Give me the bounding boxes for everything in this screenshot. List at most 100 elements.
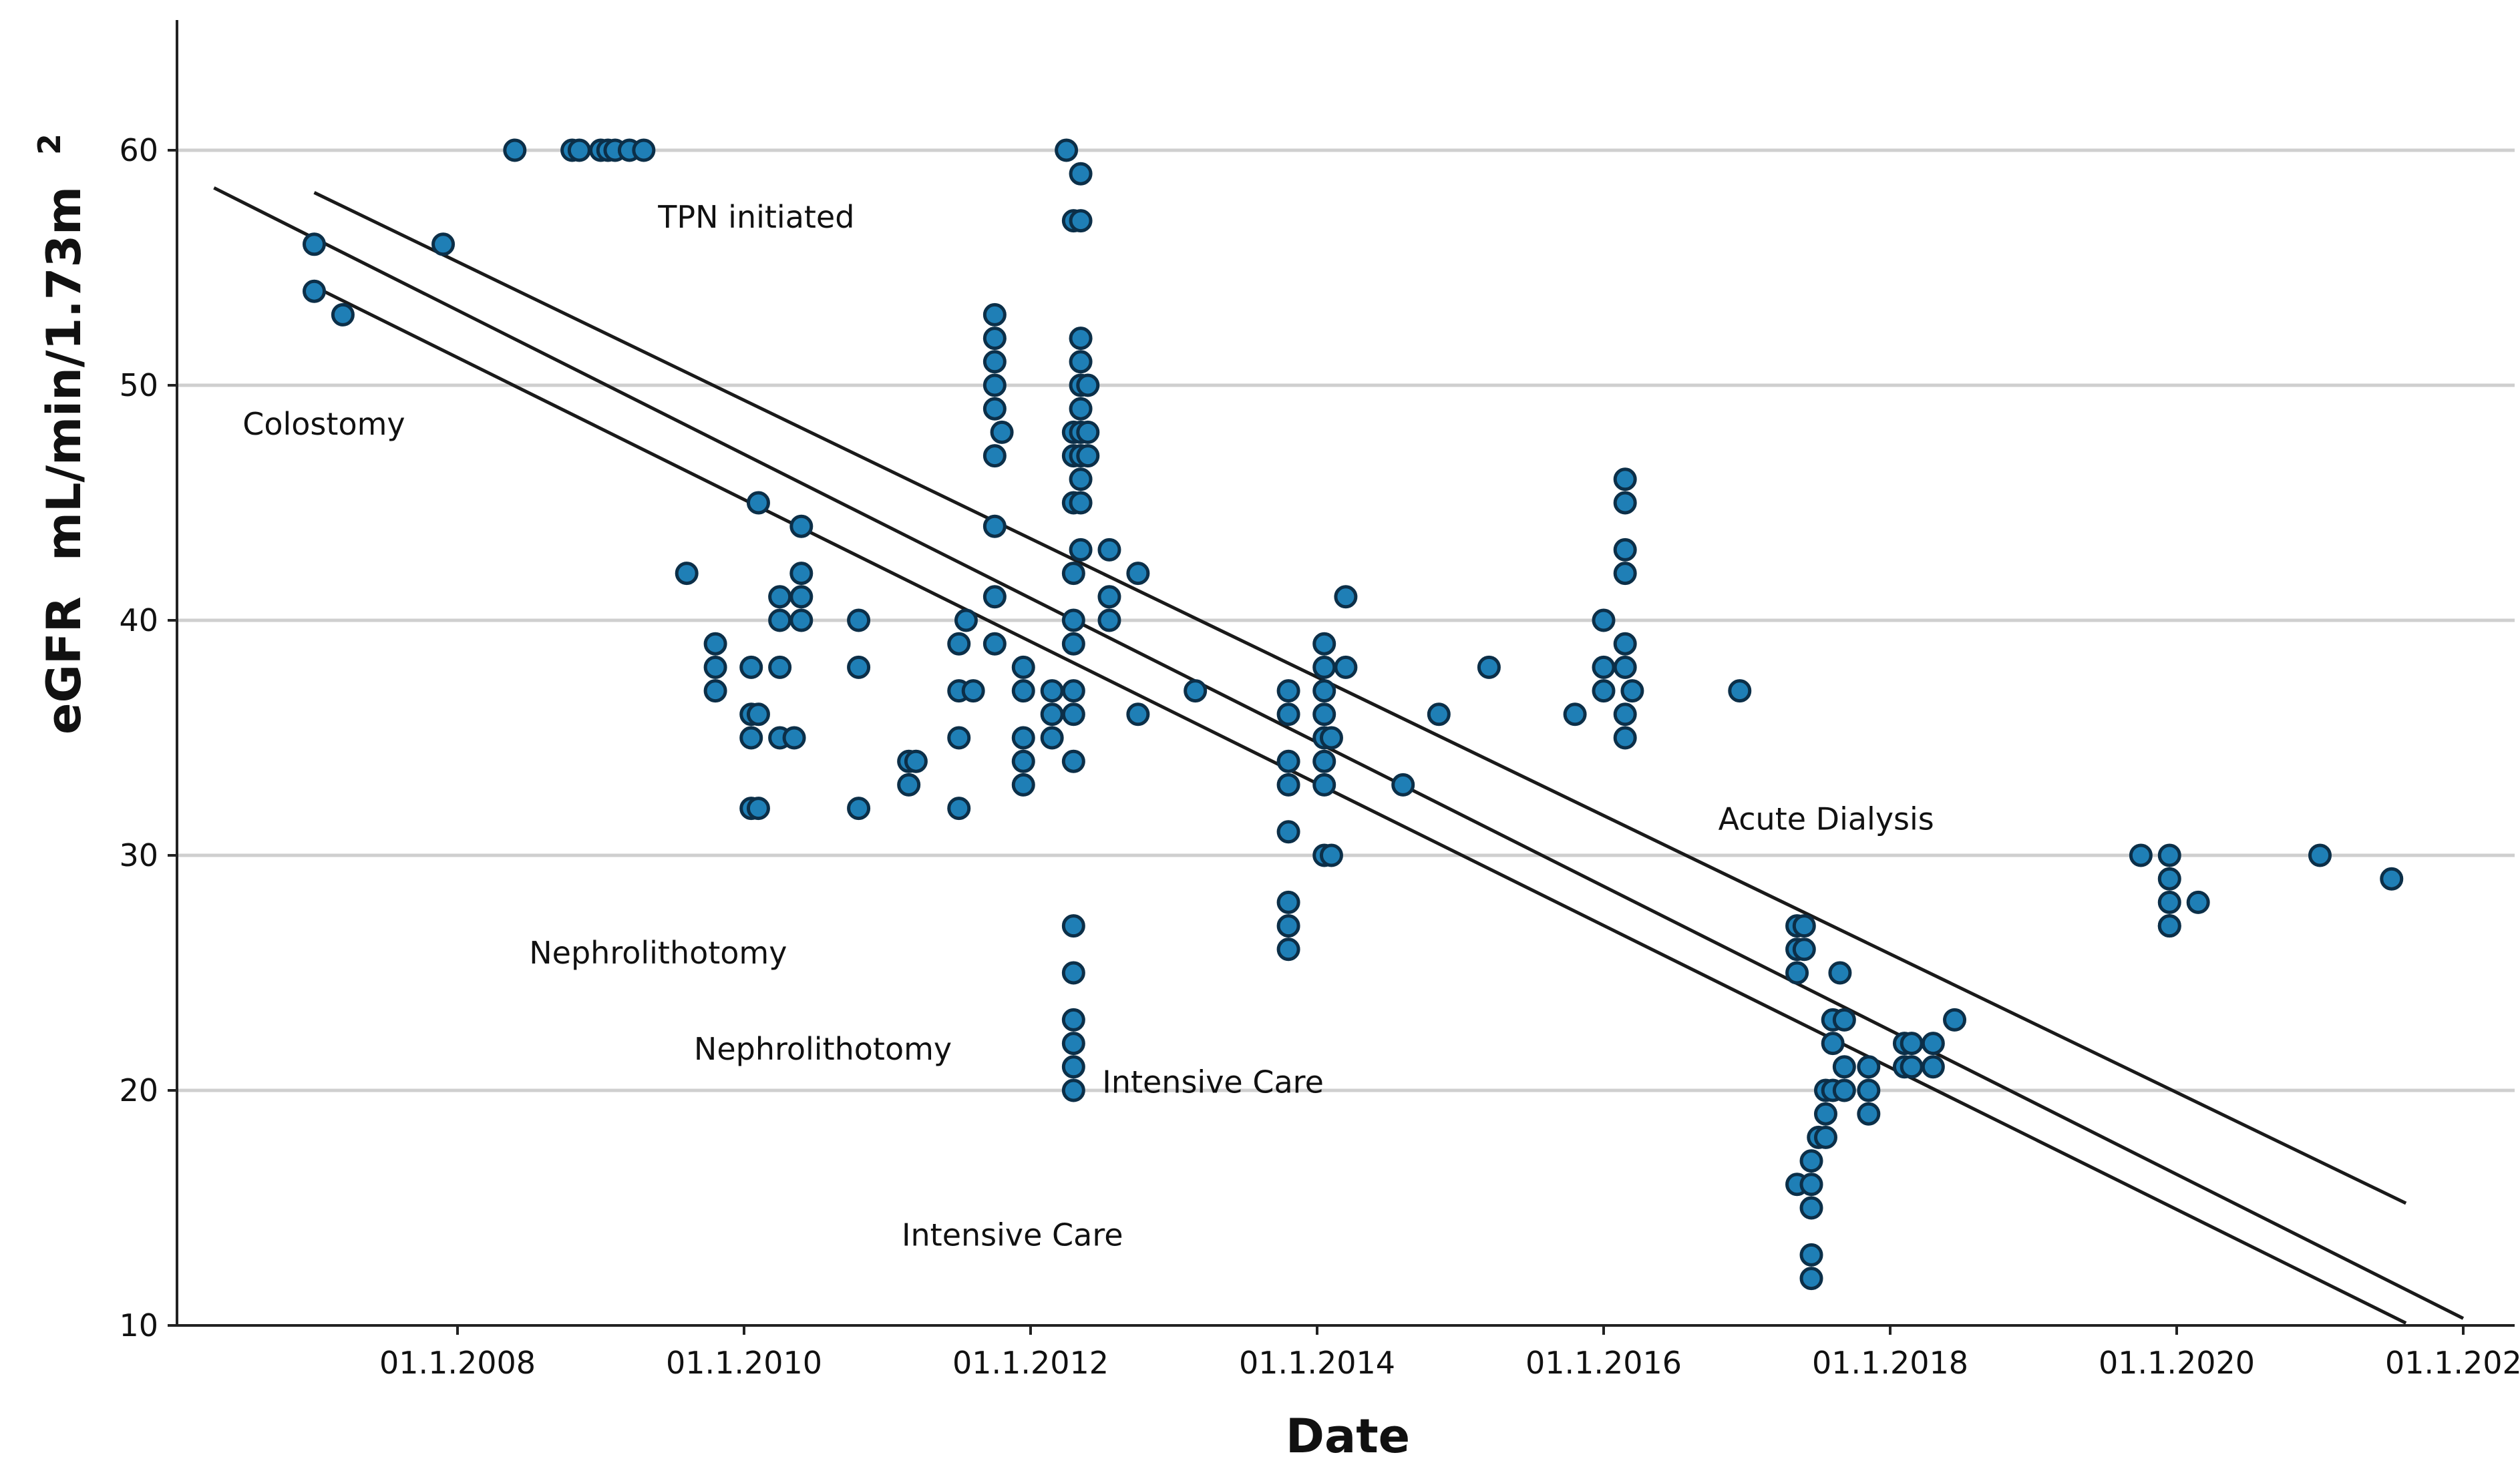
x-tick-label: 01.1.2018: [1812, 1345, 1968, 1381]
data-point: [2157, 843, 2181, 867]
data-point: [675, 562, 699, 586]
x-tick-label: 01.1.2008: [379, 1345, 536, 1381]
data-point: [1312, 655, 1336, 679]
data-point: [1620, 679, 1644, 703]
data-point: [1312, 773, 1336, 797]
data-point: [1563, 702, 1587, 726]
gridlines: [177, 148, 2515, 1092]
data-point: [1055, 138, 1079, 162]
data-point: [1427, 702, 1451, 726]
data-point: [1785, 961, 1809, 985]
data-point: [1069, 467, 1093, 491]
data-point: [1040, 679, 1064, 703]
data-point: [1592, 608, 1616, 632]
data-point: [1097, 585, 1121, 609]
data-point: [1076, 420, 1100, 444]
data-point: [746, 491, 770, 515]
y-tick-label: 10: [119, 1307, 158, 1343]
data-point: [1613, 538, 1637, 562]
data-point: [1069, 397, 1093, 421]
data-point: [1011, 726, 1035, 750]
data-point: [746, 797, 770, 821]
data-point: [503, 138, 527, 162]
data-point: [990, 420, 1014, 444]
y-tick-label: 60: [119, 132, 158, 168]
data-point: [1857, 1102, 1881, 1126]
data-point: [1011, 655, 1035, 679]
data-point: [768, 655, 792, 679]
data-point: [1276, 937, 1300, 962]
data-point: [768, 608, 792, 632]
data-point: [789, 608, 814, 632]
data-point: [1097, 608, 1121, 632]
regression-line-fit: [213, 186, 2465, 1320]
data-point: [2157, 890, 2181, 914]
event-annotations: Colostomy TPN initiated Nephrolithotomy Nep…: [242, 199, 1934, 1253]
y-tick-label: 30: [119, 837, 158, 873]
data-point: [1813, 1102, 1837, 1126]
data-point: [789, 562, 814, 586]
data-point: [1097, 538, 1121, 562]
axes: [176, 20, 2515, 1327]
data-point: [982, 327, 1007, 351]
data-point: [982, 514, 1007, 538]
data-point: [1813, 1125, 1837, 1149]
data-point: [1921, 1055, 1945, 1079]
data-point: [768, 585, 792, 609]
annotation-label: Nephrolithotomy: [694, 1031, 952, 1067]
data-point: [904, 749, 928, 773]
regression-line-upper: [313, 191, 2407, 1205]
data-point: [1069, 350, 1093, 374]
x-tick-label: 01.1.2012: [952, 1345, 1109, 1381]
data-point: [2157, 867, 2181, 891]
data-point: [1857, 1078, 1881, 1102]
data-point: [1319, 726, 1343, 750]
data-point: [1613, 632, 1637, 656]
data-point: [1799, 1243, 1823, 1267]
x-tick-label: 01.1.2022: [2385, 1345, 2520, 1381]
data-point: [1061, 914, 1085, 938]
data-point: [1069, 491, 1093, 515]
data-points: [303, 138, 2404, 1291]
data-point: [303, 279, 326, 303]
data-point: [1334, 585, 1358, 609]
data-point: [1799, 1196, 1823, 1220]
data-point: [632, 138, 656, 162]
data-point: [2157, 914, 2181, 938]
data-point: [1792, 937, 1816, 962]
y-axis-title-units: mL/min/1.73m: [37, 186, 92, 561]
y-axis-title: eGFR mL/min/1.73m 2: [31, 134, 92, 734]
x-tick-label: 01.1.2016: [1525, 1345, 1682, 1381]
data-point: [703, 632, 727, 656]
data-point: [1613, 702, 1637, 726]
data-point: [1592, 655, 1616, 679]
data-point: [1799, 1149, 1823, 1173]
data-point: [847, 655, 871, 679]
data-point: [331, 302, 355, 327]
data-point: [739, 726, 763, 750]
data-point: [1061, 608, 1085, 632]
data-point: [1832, 1008, 1856, 1032]
x-axis-title: Date: [1286, 1409, 1410, 1464]
data-point: [954, 608, 978, 632]
data-point: [1276, 679, 1300, 703]
data-point: [1828, 961, 1852, 985]
data-point: [1076, 373, 1100, 397]
data-point: [1900, 1032, 1924, 1056]
data-point: [961, 679, 985, 703]
data-point: [982, 632, 1007, 656]
data-point: [1069, 538, 1093, 562]
data-point: [1061, 1032, 1085, 1056]
data-point: [1126, 562, 1150, 586]
data-point: [1061, 562, 1085, 586]
data-point: [2380, 867, 2404, 891]
data-point: [1061, 1078, 1085, 1102]
data-point: [982, 444, 1007, 468]
x-tick-label: 01.1.2020: [2099, 1345, 2255, 1381]
data-point: [1312, 749, 1336, 773]
data-point: [1061, 702, 1085, 726]
data-point: [2308, 843, 2332, 867]
x-tick-label: 01.1.2010: [666, 1345, 822, 1381]
data-point: [1821, 1032, 1845, 1056]
data-point: [1613, 726, 1637, 750]
